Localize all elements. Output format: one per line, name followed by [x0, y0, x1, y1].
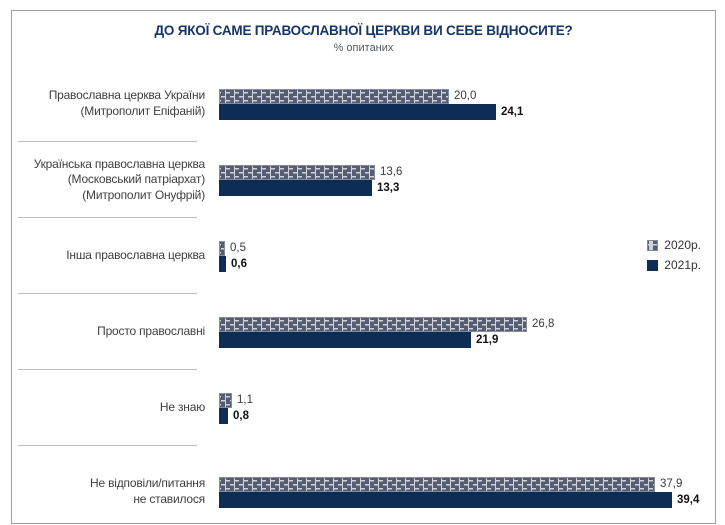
- bar-value-2021: 0,6: [231, 257, 247, 270]
- chart-container: ДО ЯКОЇ САМЕ ПРАВОСЛАВНОЇ ЦЕРКВИ ВИ СЕБЕ…: [11, 10, 716, 524]
- bar-2020: [219, 240, 225, 256]
- row-divider: [18, 369, 197, 370]
- bar-value-2021: 39,4: [677, 493, 700, 506]
- legend-label-2021: 2021р.: [664, 258, 701, 272]
- bar-2020: [219, 476, 655, 492]
- chart-title: ДО ЯКОЇ САМЕ ПРАВОСЛАВНОЇ ЦЕРКВИ ВИ СЕБЕ…: [154, 23, 573, 38]
- bar-value-2020: 20,0: [454, 90, 477, 102]
- category-bars: 20,0 24,1: [207, 88, 715, 120]
- legend-swatch-2020-icon: [647, 239, 659, 251]
- row-divider: [18, 217, 197, 218]
- category-row: Православна церква України (Митрополит Еп…: [12, 66, 715, 142]
- category-label: Православна церква України (Митрополит Еп…: [48, 88, 206, 118]
- bar-2021: [219, 407, 228, 424]
- category-label: Інша православна церква: [66, 248, 205, 263]
- bar-value-2020: 37,9: [660, 478, 683, 490]
- legend-item-2021: 2021р.: [647, 258, 701, 272]
- row-divider: [18, 141, 197, 142]
- bar-value-2020: 26,8: [532, 318, 555, 330]
- bar-value-2021: 24,1: [501, 105, 524, 118]
- chart-rows: Православна церква України (Митрополит Еп…: [12, 66, 715, 523]
- bar-2020: [219, 316, 527, 332]
- row-divider: [18, 293, 197, 294]
- category-row: Інша православна церква 0,5 0,6: [12, 218, 715, 294]
- category-row: Просто православні 26,8 21,9: [12, 294, 715, 370]
- category-label: Просто православні: [97, 324, 205, 339]
- bar-2021: [219, 331, 471, 348]
- bar-value-2020: 13,6: [380, 166, 403, 178]
- bar-2021: [219, 103, 496, 120]
- category-row: Не знаю 1,1 0,8: [12, 370, 715, 446]
- category-row: Не відповіли/питання не ставилося 37,9 39…: [12, 446, 715, 523]
- category-bars: 37,9 39,4: [207, 476, 715, 508]
- row-divider: [18, 445, 197, 446]
- bar-2020: [219, 88, 449, 104]
- bar-value-2020: 0,5: [230, 242, 246, 254]
- bar-2021: [219, 179, 372, 196]
- legend-swatch-2021-icon: [647, 259, 659, 271]
- category-label: Не знаю: [159, 400, 205, 415]
- category-bars: 1,1 0,8: [207, 392, 715, 424]
- bar-value-2021: 21,9: [476, 333, 499, 346]
- category-row: Українська православна церква (Московськи…: [12, 142, 715, 218]
- bar-2021: [219, 491, 672, 508]
- category-bars: 26,8 21,9: [207, 316, 715, 348]
- bar-2021: [219, 255, 226, 272]
- bar-value-2021: 13,3: [377, 181, 400, 194]
- legend: 2020р. 2021р.: [647, 238, 701, 278]
- legend-label-2020: 2020р.: [664, 238, 701, 252]
- category-label: Українська православна церква (Московськи…: [33, 156, 206, 202]
- category-bars: 13,6 13,3: [207, 164, 715, 196]
- chart-subtitle: % опитаних: [333, 42, 394, 54]
- bar-2020: [219, 164, 375, 180]
- legend-item-2020: 2020р.: [647, 238, 701, 252]
- bar-value-2021: 0,8: [233, 409, 249, 422]
- category-bars: 0,5 0,6: [207, 240, 715, 272]
- category-label: Не відповіли/питання не ставилося: [90, 476, 205, 506]
- bar-2020: [219, 392, 232, 408]
- bar-value-2020: 1,1: [237, 394, 253, 406]
